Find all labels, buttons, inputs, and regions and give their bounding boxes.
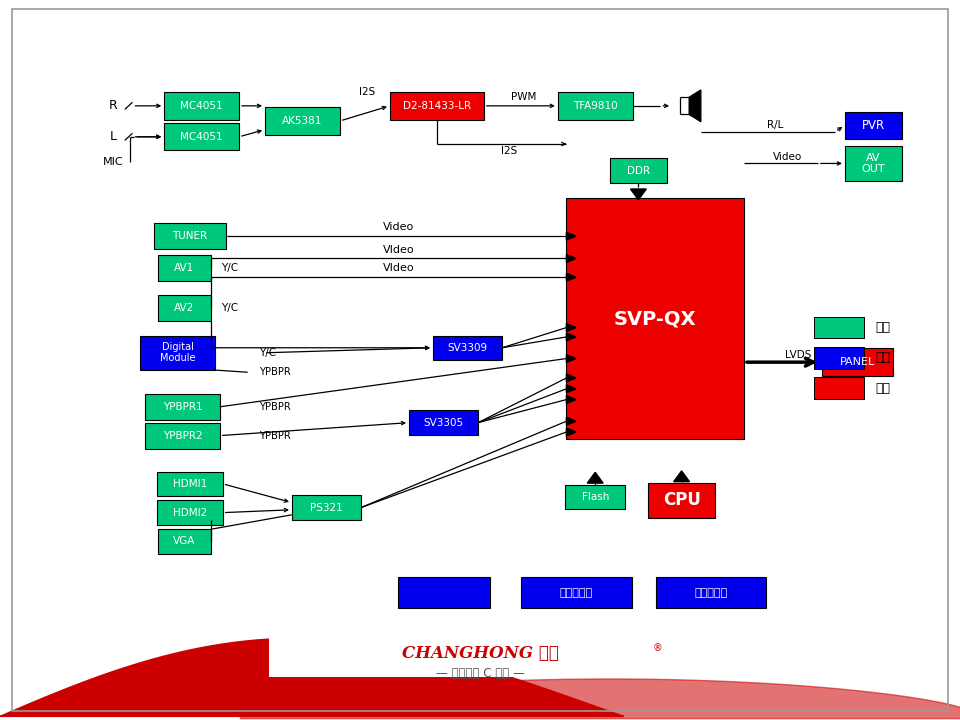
Text: PVR: PVR bbox=[862, 119, 885, 132]
Text: YPBPR: YPBPR bbox=[259, 431, 291, 441]
FancyBboxPatch shape bbox=[566, 198, 744, 439]
Polygon shape bbox=[566, 418, 576, 425]
Text: AV2: AV2 bbox=[174, 303, 195, 313]
Text: I2S: I2S bbox=[501, 146, 516, 156]
Text: Video: Video bbox=[383, 222, 414, 232]
FancyBboxPatch shape bbox=[145, 423, 220, 449]
FancyBboxPatch shape bbox=[390, 92, 484, 120]
FancyBboxPatch shape bbox=[656, 577, 766, 608]
FancyBboxPatch shape bbox=[157, 472, 223, 496]
Text: PANEL: PANEL bbox=[840, 357, 875, 367]
Text: VGA: VGA bbox=[173, 536, 196, 546]
FancyBboxPatch shape bbox=[265, 107, 340, 135]
Text: Y/C: Y/C bbox=[221, 263, 238, 273]
Polygon shape bbox=[566, 324, 576, 331]
Polygon shape bbox=[0, 638, 624, 716]
FancyBboxPatch shape bbox=[845, 146, 902, 181]
FancyBboxPatch shape bbox=[610, 158, 667, 183]
Text: TUNER: TUNER bbox=[173, 231, 207, 241]
FancyBboxPatch shape bbox=[822, 348, 893, 376]
Text: Y/C: Y/C bbox=[259, 348, 276, 358]
Text: R/L: R/L bbox=[767, 120, 784, 130]
Polygon shape bbox=[566, 255, 576, 262]
Text: Video: Video bbox=[773, 152, 802, 162]
Text: 开机频率光: 开机频率光 bbox=[694, 588, 728, 598]
FancyBboxPatch shape bbox=[409, 410, 478, 435]
Text: SVP-QX: SVP-QX bbox=[614, 309, 696, 328]
FancyBboxPatch shape bbox=[157, 529, 211, 554]
FancyBboxPatch shape bbox=[157, 295, 211, 321]
FancyBboxPatch shape bbox=[157, 500, 223, 525]
Text: Digital
Module: Digital Module bbox=[160, 343, 195, 363]
Text: Y/C: Y/C bbox=[221, 303, 238, 313]
FancyBboxPatch shape bbox=[164, 123, 239, 150]
FancyBboxPatch shape bbox=[648, 483, 715, 518]
Polygon shape bbox=[566, 232, 576, 240]
Text: SV3305: SV3305 bbox=[423, 418, 464, 428]
Text: 重要: 重要 bbox=[876, 382, 891, 395]
Polygon shape bbox=[566, 374, 576, 382]
FancyBboxPatch shape bbox=[521, 577, 632, 608]
Text: I2S: I2S bbox=[359, 87, 374, 97]
FancyBboxPatch shape bbox=[814, 317, 864, 338]
Text: DDR: DDR bbox=[627, 166, 650, 176]
Text: YPBPR: YPBPR bbox=[259, 402, 291, 412]
FancyBboxPatch shape bbox=[558, 92, 633, 120]
Text: CPU: CPU bbox=[662, 491, 701, 510]
Text: AV
OUT: AV OUT bbox=[862, 153, 885, 174]
FancyBboxPatch shape bbox=[433, 336, 502, 360]
FancyBboxPatch shape bbox=[140, 336, 215, 370]
Text: LVDS: LVDS bbox=[784, 350, 811, 360]
Text: HDMI2: HDMI2 bbox=[173, 508, 207, 518]
Polygon shape bbox=[588, 472, 603, 483]
Text: HDMI1: HDMI1 bbox=[173, 479, 207, 489]
FancyBboxPatch shape bbox=[292, 495, 361, 520]
Text: L: L bbox=[109, 130, 117, 143]
Polygon shape bbox=[631, 189, 646, 199]
Text: VIdeo: VIdeo bbox=[383, 245, 414, 255]
Text: ®: ® bbox=[653, 643, 662, 653]
FancyBboxPatch shape bbox=[145, 394, 220, 420]
FancyBboxPatch shape bbox=[398, 577, 490, 608]
Text: R: R bbox=[108, 99, 118, 112]
Text: MC4051: MC4051 bbox=[180, 101, 223, 111]
Text: 必备: 必备 bbox=[876, 321, 891, 334]
Text: PS321: PS321 bbox=[310, 503, 343, 513]
Polygon shape bbox=[566, 274, 576, 281]
Text: VIdeo: VIdeo bbox=[383, 263, 414, 273]
Text: SV3309: SV3309 bbox=[447, 343, 488, 353]
Text: MIC: MIC bbox=[103, 157, 124, 167]
FancyBboxPatch shape bbox=[164, 92, 239, 120]
Text: YPBPR1: YPBPR1 bbox=[162, 402, 203, 412]
Text: CHANGHONG 长虹: CHANGHONG 长虹 bbox=[401, 645, 559, 662]
Polygon shape bbox=[566, 384, 576, 393]
Text: 环境光感应: 环境光感应 bbox=[560, 588, 593, 598]
Polygon shape bbox=[689, 90, 701, 122]
FancyBboxPatch shape bbox=[814, 347, 864, 369]
Text: YPBPR2: YPBPR2 bbox=[162, 431, 203, 441]
FancyBboxPatch shape bbox=[269, 616, 691, 677]
Text: TFA9810: TFA9810 bbox=[573, 101, 617, 111]
Polygon shape bbox=[240, 679, 960, 719]
Polygon shape bbox=[566, 428, 576, 436]
FancyBboxPatch shape bbox=[814, 377, 864, 399]
FancyBboxPatch shape bbox=[565, 485, 625, 509]
Polygon shape bbox=[566, 396, 576, 403]
Text: D2-81433-LR: D2-81433-LR bbox=[403, 101, 470, 111]
Polygon shape bbox=[566, 333, 576, 341]
Text: 可选: 可选 bbox=[876, 351, 891, 364]
Text: MC4051: MC4051 bbox=[180, 132, 223, 142]
Polygon shape bbox=[674, 471, 689, 482]
Text: YPBPR: YPBPR bbox=[259, 367, 291, 377]
Text: AK5381: AK5381 bbox=[282, 116, 323, 126]
FancyBboxPatch shape bbox=[845, 112, 902, 139]
Polygon shape bbox=[566, 355, 576, 362]
Text: Flash: Flash bbox=[582, 492, 609, 502]
Text: — 快乐创造 C 生活 —: — 快乐创造 C 生活 — bbox=[436, 667, 524, 680]
Text: AV1: AV1 bbox=[174, 263, 195, 273]
FancyBboxPatch shape bbox=[157, 255, 211, 281]
FancyBboxPatch shape bbox=[154, 223, 227, 249]
Text: PWM: PWM bbox=[511, 92, 536, 102]
